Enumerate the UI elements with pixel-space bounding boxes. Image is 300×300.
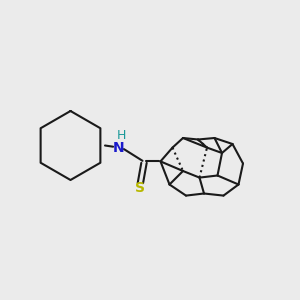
- Text: S: S: [135, 181, 146, 194]
- Text: H: H: [117, 129, 127, 142]
- Text: N: N: [113, 141, 124, 154]
